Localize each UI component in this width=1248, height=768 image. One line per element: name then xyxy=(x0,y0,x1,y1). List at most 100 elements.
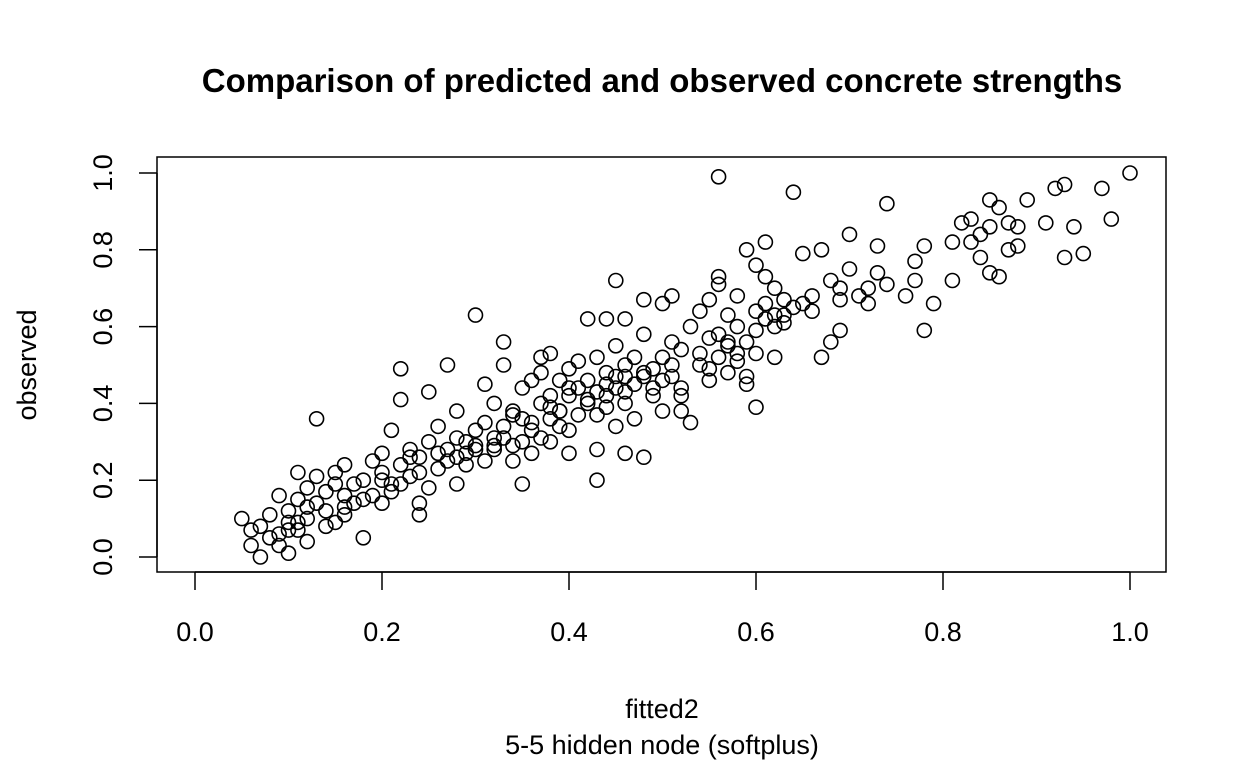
y-tick-label: 0.2 xyxy=(88,461,118,499)
data-point xyxy=(635,326,652,343)
data-point xyxy=(542,433,559,450)
data-point xyxy=(654,295,671,312)
data-point xyxy=(570,353,587,370)
data-point xyxy=(981,192,998,208)
data-point xyxy=(710,349,727,366)
data-point xyxy=(318,503,334,519)
data-point xyxy=(364,487,381,504)
data-point xyxy=(589,407,605,423)
data-point xyxy=(318,483,334,500)
data-point xyxy=(916,322,933,339)
data-point xyxy=(336,499,353,515)
data-point xyxy=(299,510,316,527)
data-point xyxy=(364,453,381,469)
data-point xyxy=(972,249,989,266)
data-point xyxy=(420,384,437,400)
data-point xyxy=(720,334,736,350)
data-point xyxy=(617,384,633,400)
data-point xyxy=(664,334,680,350)
data-point xyxy=(355,491,372,508)
data-point xyxy=(505,407,521,423)
data-point xyxy=(598,376,615,393)
data-point xyxy=(467,422,484,439)
data-point xyxy=(766,349,783,366)
data-point xyxy=(561,380,577,396)
data-point xyxy=(411,495,428,512)
data-point xyxy=(766,280,783,297)
data-point xyxy=(832,322,848,339)
data-point xyxy=(486,430,503,446)
data-point xyxy=(430,418,446,435)
data-point xyxy=(645,387,661,404)
data-point xyxy=(589,472,605,489)
data-point xyxy=(710,326,727,343)
data-point xyxy=(944,272,961,289)
data-point xyxy=(673,380,690,396)
data-point xyxy=(290,514,306,531)
data-point xyxy=(336,506,353,523)
data-point xyxy=(607,368,624,385)
data-point xyxy=(542,410,559,427)
data-point xyxy=(710,169,727,185)
data-point xyxy=(374,495,390,512)
data-point xyxy=(963,211,979,227)
x-tick-label: 0.8 xyxy=(924,617,962,647)
data-point xyxy=(1000,242,1017,258)
data-point xyxy=(505,453,521,469)
data-point xyxy=(701,330,718,346)
data-point xyxy=(243,522,259,538)
data-point xyxy=(271,537,287,554)
data-point xyxy=(392,360,409,377)
data-point xyxy=(991,268,1007,285)
data-point xyxy=(860,280,877,297)
data-point xyxy=(664,368,680,385)
data-point xyxy=(1056,249,1073,266)
data-point xyxy=(579,311,596,327)
data-point xyxy=(664,357,680,373)
data-point xyxy=(729,353,746,370)
data-point xyxy=(327,464,344,481)
data-point xyxy=(486,437,503,454)
data-point xyxy=(495,430,512,446)
data-point xyxy=(804,288,820,304)
data-point xyxy=(664,288,680,304)
data-point xyxy=(495,418,512,435)
data-point xyxy=(813,349,830,366)
data-point xyxy=(991,199,1007,216)
data-point xyxy=(776,307,792,323)
data-point xyxy=(907,272,923,289)
data-point xyxy=(290,464,306,481)
y-tick-label: 0.8 xyxy=(88,231,118,269)
data-point xyxy=(439,357,456,373)
data-point xyxy=(299,533,316,550)
data-point xyxy=(813,242,830,258)
data-point xyxy=(467,437,484,454)
data-point xyxy=(981,264,998,281)
data-point xyxy=(402,441,418,458)
data-point xyxy=(598,399,615,416)
data-point xyxy=(589,349,605,366)
x-tick-label: 0.6 xyxy=(737,617,775,647)
data-point xyxy=(430,445,446,462)
data-point xyxy=(626,349,643,366)
data-point xyxy=(327,476,344,492)
data-point xyxy=(692,345,708,362)
data-point xyxy=(448,449,465,466)
data-point xyxy=(1009,238,1026,254)
data-point xyxy=(654,372,671,389)
data-point xyxy=(766,318,783,335)
data-point xyxy=(832,280,848,297)
data-point xyxy=(542,345,559,362)
data-point xyxy=(589,441,605,458)
data-point xyxy=(514,380,531,396)
data-point xyxy=(308,410,325,427)
data-point xyxy=(673,341,690,358)
data-point xyxy=(1103,211,1120,227)
data-point xyxy=(757,311,774,327)
data-point xyxy=(701,372,718,389)
data-point xyxy=(514,476,531,492)
points-layer xyxy=(234,165,1138,565)
y-axis-label: observed xyxy=(12,309,42,420)
data-point xyxy=(879,276,895,293)
data-point xyxy=(720,337,736,354)
